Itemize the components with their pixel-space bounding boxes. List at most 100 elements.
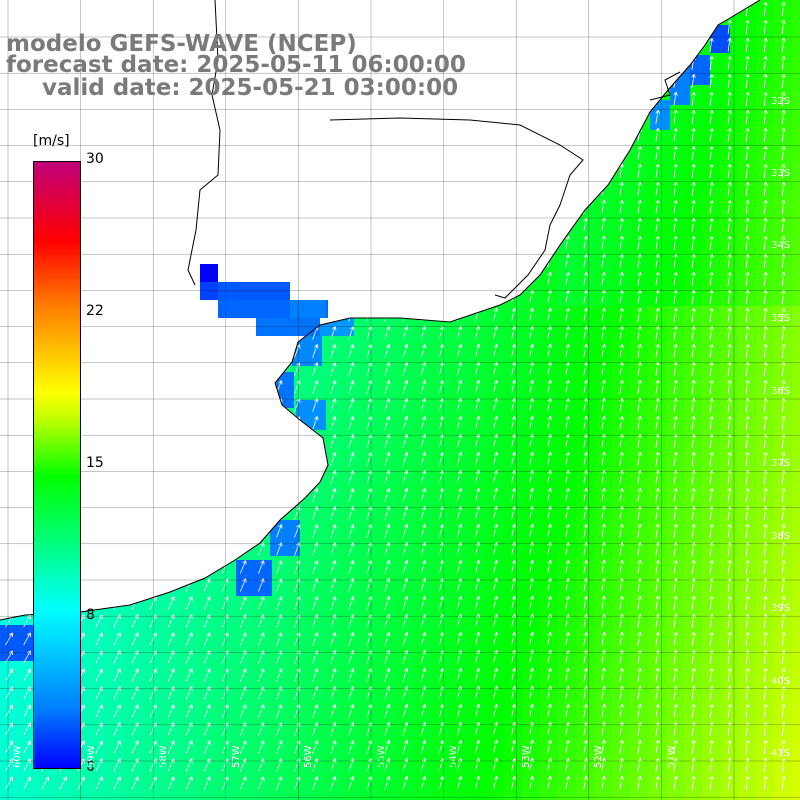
wind-arrow — [438, 218, 445, 232]
wind-arrow — [492, 775, 499, 790]
speed-cell — [792, 90, 800, 108]
speed-cell — [342, 162, 360, 180]
wind-arrow — [637, 271, 642, 286]
speed-cell — [0, 792, 18, 800]
wind-arrow — [113, 740, 121, 754]
wind-arrow — [474, 1, 481, 16]
wind-arrow — [781, 469, 786, 485]
wind-arrow — [565, 109, 570, 124]
speed-cell — [306, 162, 324, 180]
wind-arrow — [510, 523, 517, 538]
wind-arrow — [239, 110, 247, 124]
speed-cell — [288, 270, 306, 288]
wind-arrow — [239, 182, 247, 196]
wind-arrow — [5, 326, 13, 340]
wind-arrow — [330, 614, 337, 628]
wind-arrow — [583, 505, 588, 520]
speed-cell — [0, 486, 18, 504]
wind-arrow — [330, 254, 337, 268]
wind-arrow — [547, 37, 552, 52]
wind-arrow — [763, 505, 768, 521]
wind-arrow — [601, 685, 606, 700]
wind-arrow — [294, 254, 301, 268]
speed-cell — [162, 234, 180, 252]
wind-arrow — [492, 523, 499, 538]
wind-arrow — [276, 236, 283, 250]
wind-arrow — [655, 469, 660, 484]
wind-arrow — [402, 560, 409, 574]
wind-arrow — [258, 488, 265, 502]
wind-arrow — [637, 703, 642, 718]
wind-arrow — [384, 632, 391, 646]
wind-arrow — [781, 181, 786, 197]
wind-arrow — [637, 109, 642, 124]
wind-arrow — [763, 109, 768, 125]
wind-arrow — [637, 289, 642, 304]
wind-arrow — [185, 128, 193, 142]
wind-arrow — [203, 344, 211, 358]
speed-cell — [306, 180, 324, 198]
speed-cell — [0, 576, 18, 594]
wind-arrow — [276, 146, 283, 160]
wind-arrow — [438, 272, 445, 286]
speed-cell — [522, 0, 540, 18]
coastal-cell — [650, 100, 670, 130]
wind-arrow — [330, 200, 337, 214]
speed-cell — [792, 180, 800, 198]
wind-arrow — [474, 721, 481, 736]
speed-cell — [666, 0, 684, 18]
wind-arrow — [239, 560, 247, 574]
wind-arrow — [510, 721, 517, 736]
wind-arrow — [5, 146, 13, 160]
wind-arrow — [167, 218, 175, 232]
wind-arrow — [763, 523, 768, 539]
speed-cell — [450, 270, 468, 288]
wind-arrow — [691, 775, 696, 790]
speed-cell — [540, 234, 558, 252]
speed-cell — [342, 180, 360, 198]
wind-arrow — [673, 37, 678, 52]
wind-arrow — [474, 451, 481, 466]
wind-arrow — [781, 235, 786, 251]
wind-arrow — [474, 55, 481, 70]
wind-arrow — [691, 19, 696, 34]
wind-arrow — [547, 505, 552, 520]
wind-arrow — [95, 488, 103, 502]
wind-arrow — [583, 667, 588, 682]
speed-cell — [0, 414, 18, 432]
wind-arrow — [583, 577, 588, 592]
wind-arrow — [276, 254, 283, 268]
wind-arrow — [673, 487, 678, 502]
wind-arrow — [149, 722, 157, 736]
wind-arrow — [312, 668, 319, 682]
wind-arrow — [239, 344, 247, 358]
wind-arrow — [727, 523, 732, 538]
wind-arrow — [456, 722, 463, 736]
speed-cell — [792, 792, 800, 800]
speed-cell — [162, 792, 180, 800]
wind-arrow — [366, 506, 373, 520]
wind-arrow — [547, 289, 552, 304]
wind-arrow — [113, 254, 121, 268]
wind-arrow — [474, 109, 481, 124]
wind-arrow — [637, 559, 642, 574]
wind-arrow — [510, 649, 517, 664]
wind-arrow — [456, 272, 463, 286]
speed-cell — [108, 270, 126, 288]
wind-arrow — [113, 488, 121, 502]
wind-arrow — [492, 253, 499, 268]
speed-cell — [162, 450, 180, 468]
speed-cell — [90, 234, 108, 252]
speed-cell — [72, 126, 90, 144]
wind-arrow — [420, 632, 427, 646]
speed-cell — [414, 288, 432, 306]
wind-arrow — [221, 776, 229, 790]
speed-cell — [306, 216, 324, 234]
wind-arrow — [348, 362, 355, 376]
wind-arrow — [276, 740, 283, 754]
wind-arrow — [239, 506, 247, 520]
wind-arrow — [5, 542, 13, 556]
wind-arrow — [438, 200, 445, 214]
wind-arrow — [655, 307, 660, 322]
speed-cell — [360, 0, 378, 18]
